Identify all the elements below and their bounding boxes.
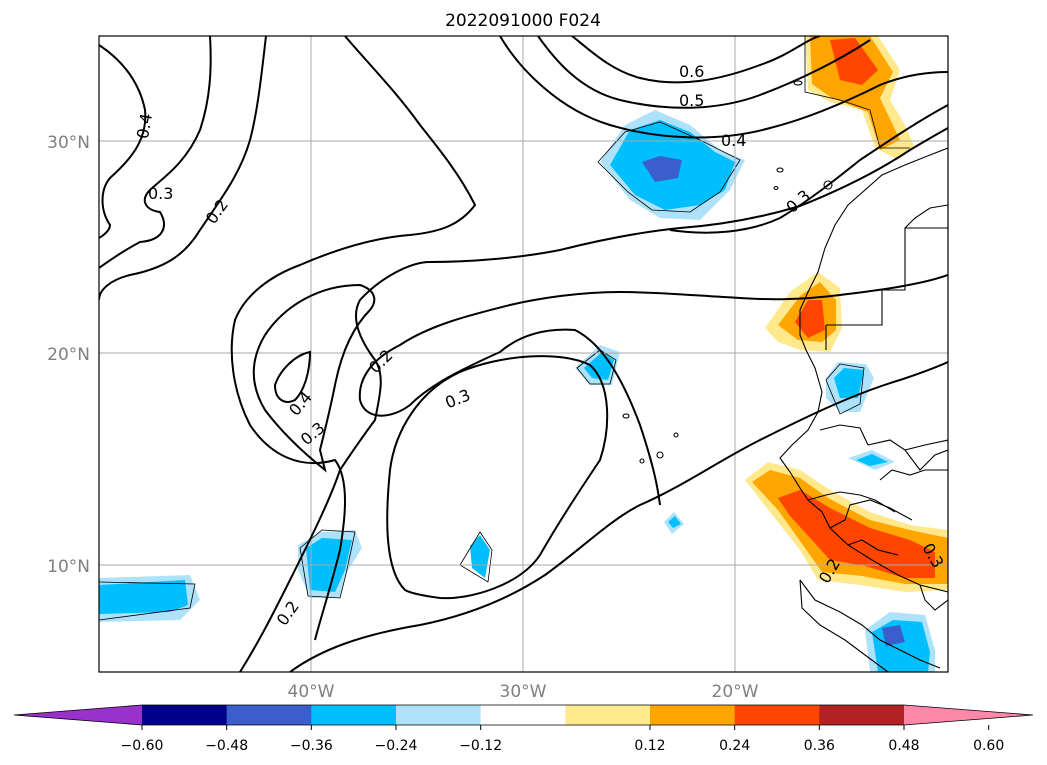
colorbar-tick-label: 0.60 <box>973 738 1004 754</box>
longitude-labels: 40°W 30°W 20°W <box>288 682 759 702</box>
contour-line <box>99 44 147 239</box>
contour-line <box>230 36 477 641</box>
positive-anomaly-area <box>830 38 878 85</box>
lon-label-20w: 20°W <box>712 682 759 702</box>
negative-anomaly-area <box>668 516 681 528</box>
negative-anomaly-area <box>882 625 905 646</box>
colorbar-segment <box>226 705 312 725</box>
contour-line <box>669 104 948 234</box>
colorbar-outline <box>13 704 1034 726</box>
colorbar-segment <box>734 705 820 725</box>
contour-line <box>239 127 948 672</box>
contour-line <box>99 36 267 301</box>
coastlines <box>622 80 948 672</box>
negative-anomaly-area <box>99 580 188 614</box>
colorbar-tick-label: 0.12 <box>634 738 665 754</box>
grid-lines <box>99 36 948 672</box>
latitude-labels: 30°N 20°N 10°N <box>47 133 90 577</box>
colorbar-segment <box>565 705 651 725</box>
lat-label-20n: 20°N <box>47 345 90 365</box>
colorbar-extend-high <box>904 705 1033 725</box>
contour-line <box>499 36 948 139</box>
colorbar-segment <box>311 705 397 725</box>
colorbar-tick-label: −0.36 <box>290 738 333 754</box>
colorbar: −0.60 −0.48 −0.36 −0.24 −0.12 0.12 0.24 0.36 0.4… <box>13 704 1034 754</box>
contour-line <box>99 36 212 269</box>
colorbar-segment <box>480 705 566 725</box>
contour-line <box>358 274 948 506</box>
negative-anomaly-area <box>470 535 490 578</box>
negative-anomaly-area <box>642 156 682 182</box>
contour-line <box>273 350 312 403</box>
contour-line <box>537 36 871 109</box>
contour-label: 0.5 <box>679 91 704 110</box>
map-frame <box>98 35 949 673</box>
colorbar-tick-label: 0.24 <box>719 738 750 754</box>
positive-anomaly-area <box>778 490 935 578</box>
contour-label: 0.3 <box>148 184 173 203</box>
lat-label-30n: 30°N <box>47 133 90 153</box>
contour-label: 0.4 <box>721 131 746 150</box>
negative-anomaly-area <box>872 620 930 672</box>
colorbar-segment <box>396 705 482 725</box>
negative-anomaly-area <box>856 454 888 466</box>
positive-anomaly-area <box>810 36 900 150</box>
colorbar-tick-label: −0.24 <box>375 738 418 754</box>
contour-line <box>386 355 609 600</box>
map-plot-area: 0.6 0.5 0.4 0.4 0.3 0.3 0.2 0.4 0.3 0.2 … <box>99 36 948 672</box>
shaded-fields <box>99 36 948 672</box>
lon-label-40w: 40°W <box>288 682 335 702</box>
colorbar-tick-label: −0.60 <box>121 738 164 754</box>
lat-label-10n: 10°N <box>47 557 90 577</box>
contour-line <box>252 283 376 473</box>
positive-anomaly-area <box>795 300 825 338</box>
colorbar-segment <box>142 705 228 725</box>
lon-label-30w: 30°W <box>500 682 547 702</box>
colorbar-segment <box>650 705 736 725</box>
contour-lines <box>99 36 948 672</box>
contour-line <box>289 361 948 672</box>
colorbar-tick-label: −0.48 <box>205 738 248 754</box>
contour-label: 0.4 <box>133 112 156 140</box>
colorbar-segment <box>819 705 905 725</box>
contour-label: 0.6 <box>679 62 704 81</box>
colorbar-extend-low <box>14 705 142 725</box>
figure-title: 2022091000 F024 <box>445 11 601 31</box>
shade-outlines <box>99 36 910 621</box>
colorbar-tick-label: −0.12 <box>459 738 502 754</box>
colorbar-tick-label: 0.48 <box>888 738 919 754</box>
negative-anomaly-area <box>834 368 864 398</box>
contour-line <box>571 36 821 84</box>
colorbar-tick-label: 0.36 <box>804 738 835 754</box>
